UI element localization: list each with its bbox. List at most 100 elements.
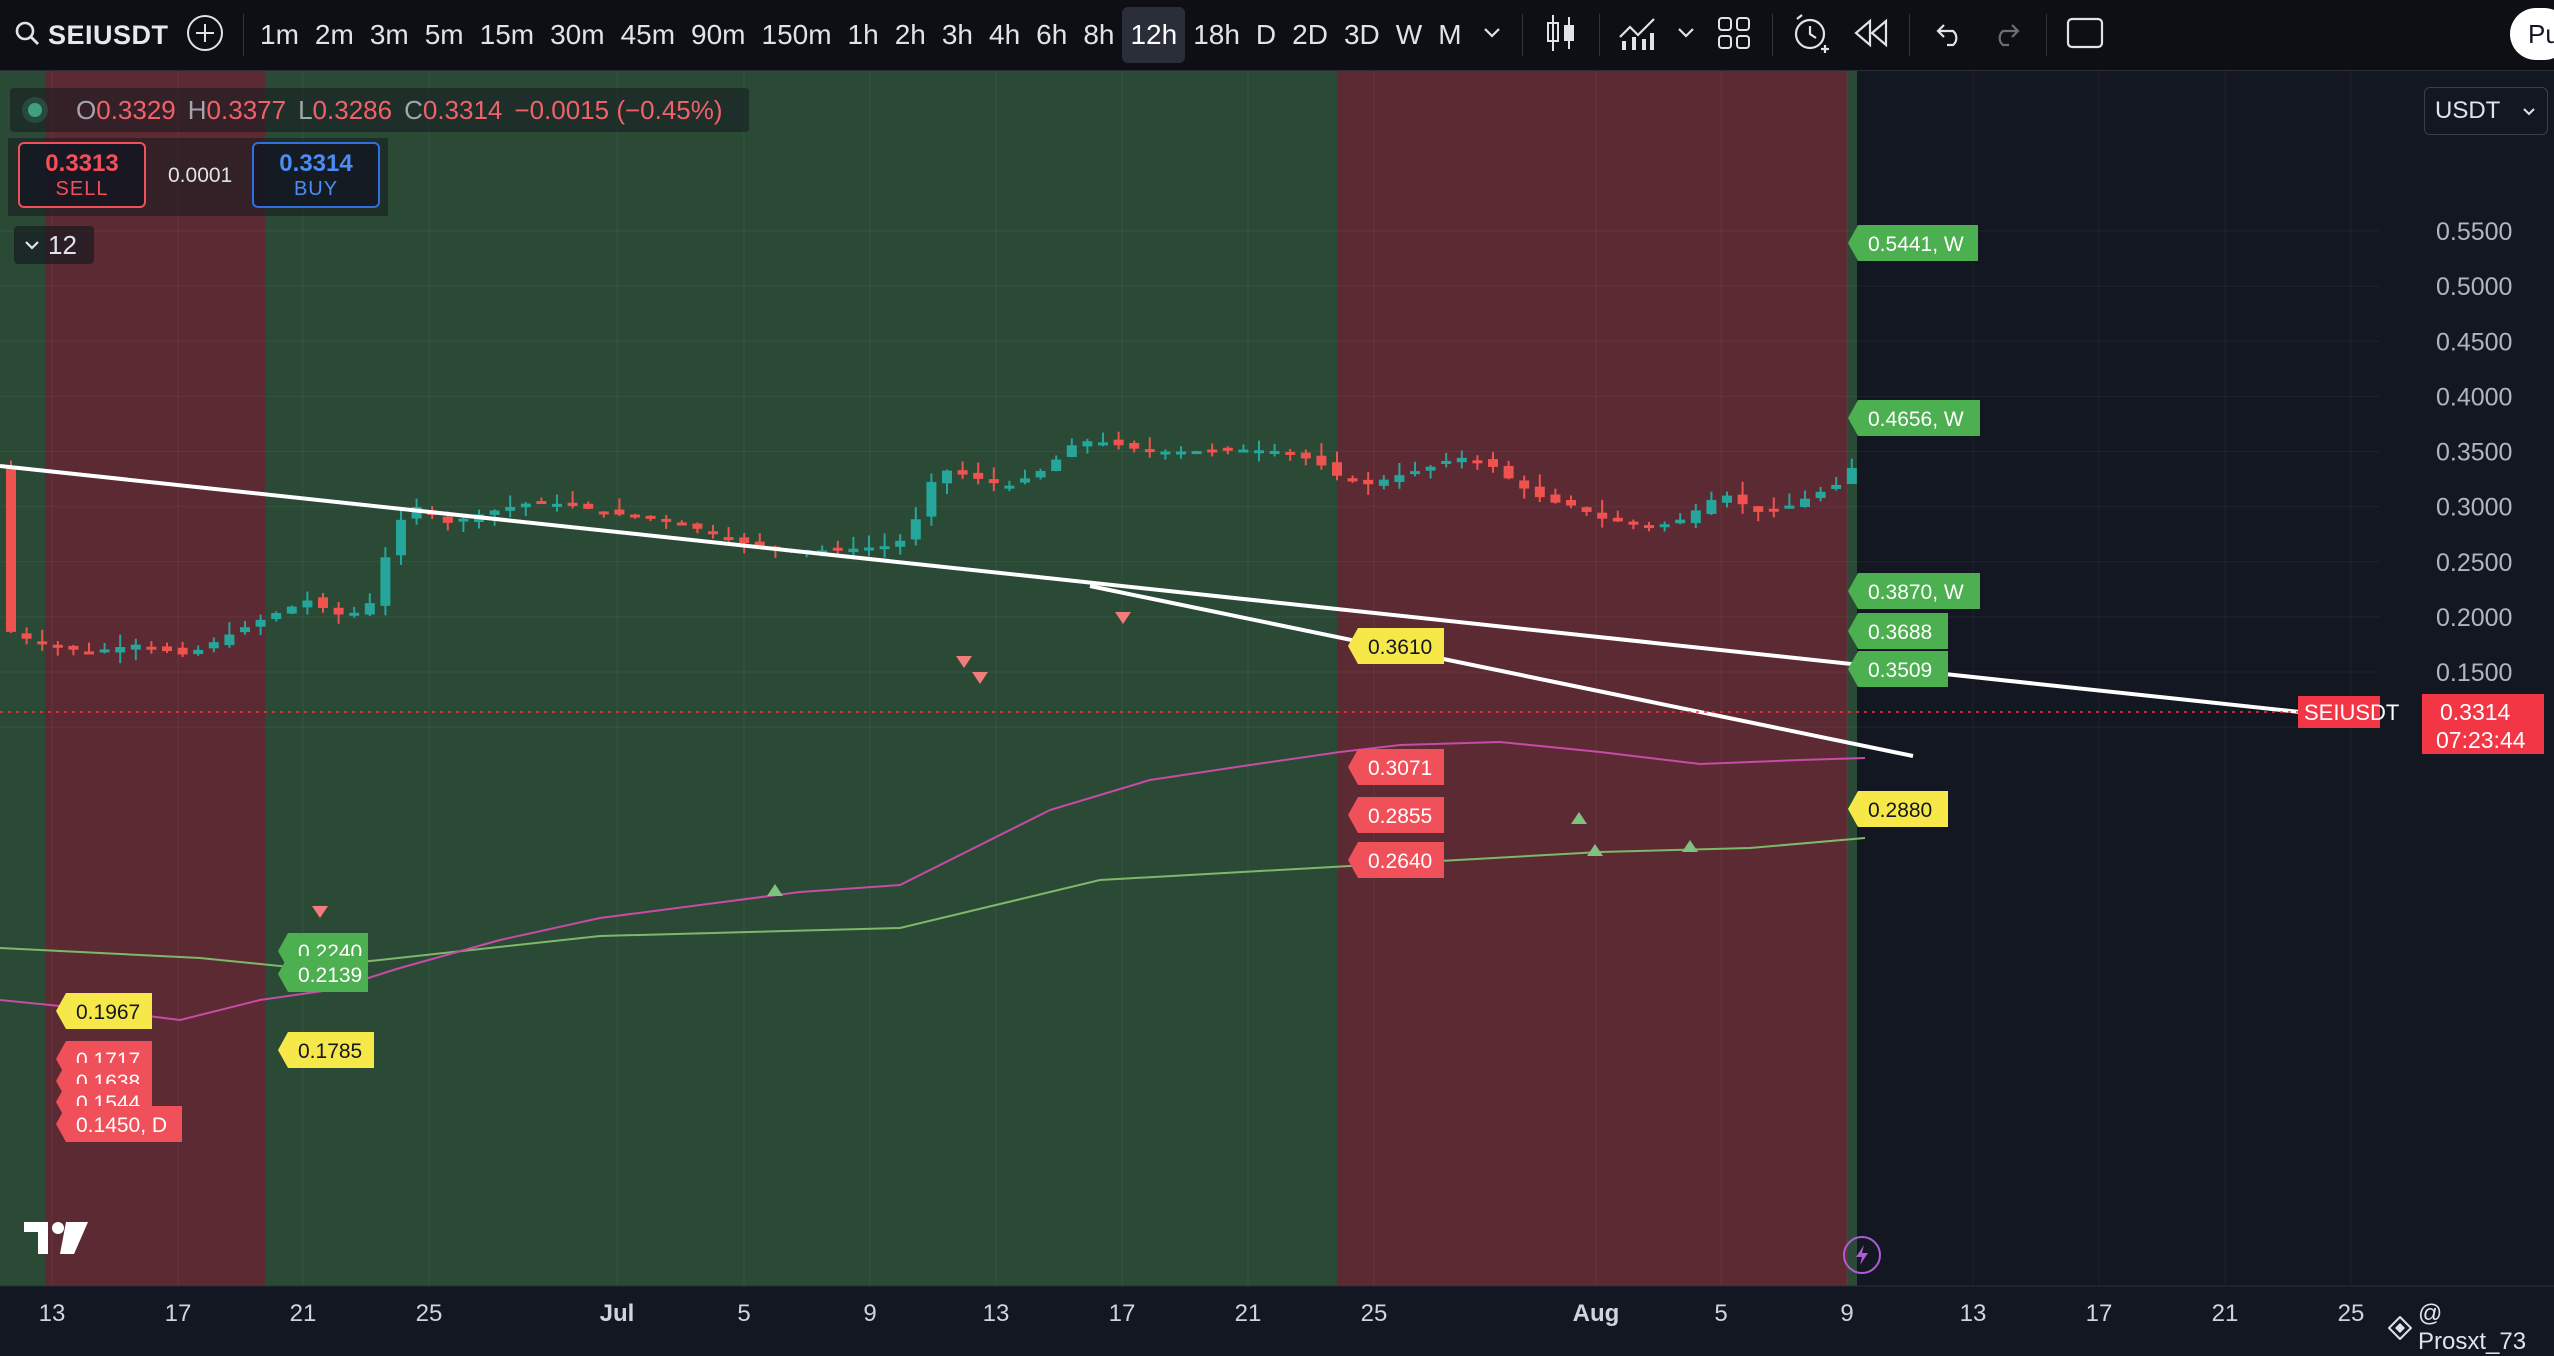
candle-body [349, 612, 360, 616]
interval-5m[interactable]: 5m [424, 19, 464, 50]
interval-4h[interactable]: 4h [989, 19, 1021, 50]
interval-45m[interactable]: 45m [620, 19, 676, 50]
buy-button[interactable]: 0.3314 BUY [252, 142, 380, 208]
interval-15m[interactable]: 15m [479, 19, 535, 50]
candle-body [84, 651, 94, 655]
replay-button[interactable] [1841, 7, 1901, 63]
publish-button[interactable]: Pu [2510, 8, 2554, 60]
candles[interactable] [6, 431, 1857, 664]
ohlc-legend: O 0.3329 H 0.3377 L 0.3286 C 0.3314 −0.0015 … [10, 88, 749, 132]
undo-button[interactable] [1918, 7, 1978, 63]
candle-body [505, 507, 516, 511]
interval-dropdown[interactable] [1470, 7, 1514, 63]
interval-12h[interactable]: 12h [1122, 7, 1186, 63]
level-tag-shape [1848, 651, 1948, 687]
level-tag-shape [1348, 749, 1444, 785]
interval-2h[interactable]: 2h [894, 19, 926, 50]
candle-body [1597, 512, 1608, 519]
sell-price: 0.3313 [45, 149, 119, 177]
candle-body [1160, 451, 1171, 455]
candle-body [1176, 451, 1186, 455]
indicators-button[interactable] [1608, 7, 1668, 63]
candle-body [380, 557, 391, 606]
interval-3D[interactable]: 3D [1343, 19, 1380, 50]
interval-90m[interactable]: 90m [691, 19, 746, 50]
interval-150m[interactable]: 150m [761, 19, 832, 50]
pivot-down-marker [972, 672, 988, 684]
candle-body [1207, 449, 1218, 453]
last-price-value: 0.3314 [2440, 699, 2511, 725]
interval-3m[interactable]: 3m [369, 19, 409, 50]
interval-30m[interactable]: 30m [550, 19, 605, 50]
candle-body [302, 600, 313, 608]
zone-green [265, 71, 1337, 1286]
lightning-icon[interactable] [1843, 1236, 1881, 1274]
price-chart[interactable]: 0.5500 0.5000 0.4500 0.4000 0.3500 0.3000 0.25… [0, 71, 2554, 1346]
interval-D[interactable]: D [1255, 19, 1277, 50]
pivot-up-marker [1571, 812, 1587, 824]
interval-1h[interactable]: 1h [847, 19, 879, 50]
chart-area[interactable]: 0.5500 0.5000 0.4500 0.4000 0.3500 0.3000 0.25… [0, 71, 2554, 1346]
symbol-search[interactable]: SEIUSDT [0, 0, 175, 70]
interval-18h[interactable]: 18h [1193, 19, 1240, 50]
candle-body [1129, 442, 1140, 449]
level-tag-text: 0.3870, W [1868, 581, 1964, 604]
candle-body [333, 607, 344, 615]
compare-symbol-button[interactable] [175, 7, 235, 63]
interval-6h[interactable]: 6h [1036, 19, 1068, 50]
interval-3h[interactable]: 3h [941, 19, 974, 50]
interval-2D[interactable]: 2D [1292, 19, 1328, 50]
candle-body [146, 646, 157, 650]
buy-price: 0.3314 [279, 149, 353, 177]
sell-button[interactable]: 0.3313 SELL [18, 142, 146, 208]
candle-body [1519, 480, 1530, 489]
price-tick: 0.3000 [2436, 494, 2512, 522]
candle-body [1737, 494, 1748, 505]
interval-8h[interactable]: 8h [1083, 19, 1115, 50]
candle-body [1222, 447, 1233, 451]
interval-1m[interactable]: 1m [260, 19, 299, 50]
tradingview-logo-icon[interactable] [22, 1218, 92, 1263]
fullscreen-button[interactable] [2055, 7, 2115, 63]
low-label: L [298, 94, 313, 125]
candle-body [1534, 486, 1545, 498]
interval-W[interactable]: W [1395, 19, 1423, 50]
candle-body [926, 481, 937, 517]
pivot-down-marker [1115, 612, 1131, 624]
toolbar-divider [1598, 14, 1600, 56]
time-tick: 17 [165, 1300, 192, 1327]
spread-value: 0.0001 [168, 164, 233, 187]
trendline-short[interactable] [1089, 584, 1914, 758]
candle-body [1004, 485, 1015, 489]
price-tick: 0.4000 [2436, 383, 2512, 411]
time-tick: 5 [1714, 1300, 1727, 1327]
time-axis[interactable]: 13 17 21 25 Jul 5 9 13 17 21 25 Aug 5 9 13 17 21 25 [0, 1285, 2554, 1327]
level-tag-shape [278, 1032, 374, 1068]
interval-2m[interactable]: 2m [314, 19, 354, 50]
indicators-toggle[interactable]: 12 [14, 226, 94, 264]
time-tick: 21 [290, 1300, 317, 1327]
redo-button[interactable] [1978, 7, 2038, 63]
interval-M[interactable]: M [1438, 19, 1462, 50]
currency-select[interactable]: USDT [2424, 87, 2548, 135]
price-axis-background [2380, 71, 2554, 1286]
indicators-dropdown[interactable] [1668, 7, 1704, 63]
level-tag-text: 0.1967 [76, 1001, 140, 1024]
candle-body [52, 644, 63, 648]
level-tag-text: 0.2880 [1868, 799, 1932, 822]
candle-body [1098, 442, 1108, 446]
time-tick: 17 [2086, 1300, 2113, 1327]
alert-button[interactable] [1781, 7, 1841, 63]
level-tag-shape [56, 1106, 182, 1142]
pivot-up-marker [1682, 840, 1698, 852]
level-tag-shape [1848, 791, 1948, 827]
close-value: 0.3314 [422, 94, 503, 125]
time-tick: Aug [1573, 1300, 1620, 1327]
level-tag-shape [56, 993, 152, 1029]
layouts-button[interactable] [1704, 7, 1764, 63]
chart-type-button[interactable] [1531, 7, 1591, 63]
candle-body [536, 501, 547, 505]
candle-body [895, 540, 906, 547]
redo-icon [1991, 19, 2025, 52]
candle-body [1332, 462, 1342, 476]
